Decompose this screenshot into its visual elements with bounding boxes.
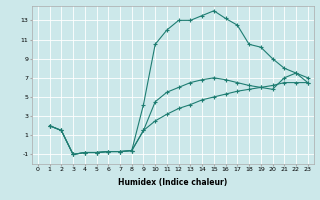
X-axis label: Humidex (Indice chaleur): Humidex (Indice chaleur) xyxy=(118,178,228,187)
